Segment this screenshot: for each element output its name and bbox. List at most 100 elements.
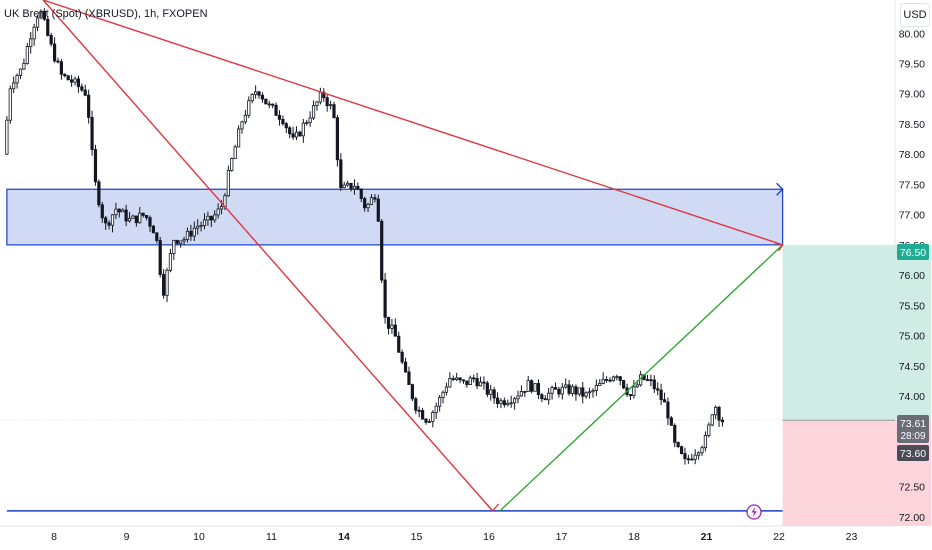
candle-body [543,398,547,401]
time-axis[interactable]: 8 9 10 11 14 15 16 17 18 21 22 23 [51,531,857,543]
candle-body [73,78,77,83]
candle-body [134,215,138,224]
candle-body [104,217,108,224]
candle-body [196,225,200,229]
x-tick-label: 14 [338,531,350,543]
candle-body [189,230,193,237]
candle-body [714,406,718,416]
candle-body [673,424,677,443]
candle-body [35,17,40,28]
y-tick-label: 74.50 [899,361,925,373]
x-tick-label: 16 [483,531,495,543]
candle-body [594,385,598,391]
y-tick-label: 75.50 [899,300,925,312]
candle-body [250,94,254,102]
candle-body [557,388,561,395]
y-tick-label: 77.50 [899,179,925,191]
candle-body [369,197,374,205]
candle-body [318,91,322,103]
target-zone [782,244,932,421]
candle-body [564,384,568,388]
candle-body [107,222,111,226]
x-tick-label: 8 [51,531,57,543]
candle-body [574,386,578,395]
candle-body [49,35,53,45]
zone-arrowhead [776,182,784,196]
candle-body [192,227,196,237]
candle-body [356,185,360,190]
annotation-layer-front [6,0,784,512]
candle-body [124,209,128,222]
candle-body [472,377,476,380]
candle-body [547,392,551,401]
candle-body [417,409,421,412]
candle-body [298,131,302,137]
x-tick-label: 23 [846,531,858,543]
candle-body [165,269,169,296]
y-tick-label: 80.00 [899,28,925,40]
candle-body [18,68,23,76]
trend-line [42,0,783,246]
candle-body [567,384,571,394]
candle-body [509,402,513,405]
trend-line [42,0,494,512]
x-tick-label: 10 [193,531,205,543]
rise-line [499,244,784,512]
currency-selector[interactable]: USD [900,3,930,27]
candles [5,8,725,465]
candle-body [267,103,271,106]
chart-title: UK Brent (Spot) (XBRUSD), 1h, FXOPEN [4,8,208,20]
candle-body [485,382,489,395]
candle-body [444,386,449,393]
candle-body [216,208,220,216]
candle-body [707,424,711,436]
candle-body [570,386,575,394]
candle-body [202,219,207,226]
candle-body [42,10,46,20]
candle-body [315,101,319,106]
candle-body [155,232,159,241]
candle-body [335,117,340,161]
candle-body [495,397,500,404]
candle-body [363,198,367,209]
x-tick-label: 15 [411,531,423,543]
candle-body [618,376,622,381]
candle-body [274,104,278,116]
candle-body [604,379,609,381]
candle-body [666,401,670,419]
y-tick-label: 78.00 [899,149,925,161]
candle-body [652,379,656,390]
candle-body [349,182,353,190]
candle-body [410,384,414,400]
candle-body [611,376,616,382]
candle-body [560,386,564,395]
candle-body [676,441,680,447]
candle-body [448,378,452,388]
candle-body [311,105,316,119]
candle-body [659,389,663,401]
candle-body [260,94,265,100]
candle-body [110,214,115,226]
candle-body [80,86,84,91]
candle-body [710,414,714,426]
candle-body [656,388,660,391]
candle-body [281,118,285,125]
candle-body [550,387,554,394]
candle-body [243,114,247,123]
candle-body [717,406,721,421]
candle-body [359,188,363,199]
candle-body [172,239,176,254]
candle-body [458,377,462,381]
candle-body [393,324,397,337]
candle-body [46,18,50,36]
candle-body [478,381,483,387]
candle-body [144,214,149,219]
lightning-icon[interactable] [746,504,762,520]
candle-body [294,131,299,138]
candle-body [148,217,152,227]
candle-body [512,398,517,404]
candle-body [39,10,43,19]
candle-body [8,88,12,121]
candle-body [683,453,687,460]
